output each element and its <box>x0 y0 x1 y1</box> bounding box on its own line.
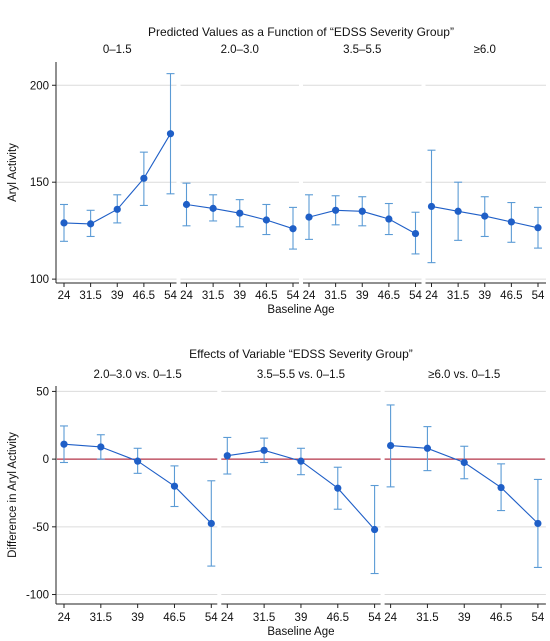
panel-a-data-point <box>140 174 148 182</box>
panel-a-x-tick-label: 24 <box>180 290 193 302</box>
panel-a-data-point <box>481 212 489 220</box>
panel-b-data-point <box>170 482 179 490</box>
panel-b-data-point <box>334 484 342 492</box>
panel-b-data-point <box>497 483 505 492</box>
panel-a-x-tick-label: 31.5 <box>79 290 101 302</box>
panel-b-y-tick-label: -100 <box>26 590 49 602</box>
panel-a-data-point <box>236 209 244 217</box>
panel-a-x-tick-label: 31.5 <box>447 290 469 302</box>
panel-a-x-tick-label: 54 <box>532 290 545 302</box>
panel-b-data-point <box>297 457 305 465</box>
panel-b-x-tick-label: 46.5 <box>327 612 349 624</box>
panel-a-data-point <box>385 215 393 223</box>
panel-a-x-tick-label: 24 <box>58 290 71 302</box>
panel-b-x-tick-label: 54 <box>368 612 381 624</box>
panel-a-x-tick-label: 39 <box>233 290 246 302</box>
panel-b-data-point <box>460 458 468 467</box>
panel-a-facet-label: 2.0–3.0 <box>221 44 259 56</box>
panel-b-data-point <box>371 525 379 534</box>
panel-a-data-point <box>60 219 68 227</box>
panel-a-y-axis-label: Aryl Activity <box>7 143 19 202</box>
panel-b-data-point <box>423 444 432 452</box>
panel-a-data-point <box>289 225 297 233</box>
panel-a-x-tick-label: 46.5 <box>255 290 277 302</box>
panel-a-y-tick-label: 150 <box>30 177 49 189</box>
panel-a-facet-label: 3.5–5.5 <box>343 44 381 56</box>
panel-b-facet-label: 2.0–3.0 vs. 0–1.5 <box>94 369 182 381</box>
panel-a-data-point <box>113 205 121 213</box>
panel-a-x-tick-label: 31.5 <box>202 290 224 302</box>
panel-a-x-tick-label: 46.5 <box>500 290 522 302</box>
panel-b-x-tick-label: 46.5 <box>490 612 512 624</box>
panel-b-data-point <box>534 519 542 528</box>
panel-b-data-point <box>387 441 395 450</box>
panel-a-data-point <box>209 204 217 212</box>
panel-b-data-point <box>97 443 105 451</box>
panel-b-x-tick-label: 31.5 <box>90 612 112 624</box>
panel-a-x-tick-label: 46.5 <box>133 290 155 302</box>
panel-a-data-point <box>166 130 175 138</box>
panel-a-y-tick-label: 200 <box>30 80 49 92</box>
panel-a-x-tick-label: 54 <box>287 290 300 302</box>
panel-b-x-tick-label: 24 <box>58 612 71 624</box>
panel-b-x-tick-label: 31.5 <box>253 612 275 624</box>
panel-a-data-point <box>411 229 420 238</box>
panel-b-x-axis-label: Baseline Age <box>267 626 334 638</box>
panel-a-x-tick-label: 31.5 <box>324 290 346 302</box>
panel-b-data-point <box>207 519 215 528</box>
panel-b-x-tick-label: 31.5 <box>416 612 438 624</box>
panel-a-data-point <box>534 224 542 232</box>
panel-b-facet-label: 3.5–5.5 vs. 0–1.5 <box>257 369 345 381</box>
panel-a-data-point <box>262 216 270 224</box>
panel-a-x-tick-label: 24 <box>303 290 316 302</box>
panel-b-x-tick-label: 39 <box>131 612 144 624</box>
panel-a-data-point <box>454 207 462 215</box>
panel-b-data-point <box>260 446 268 454</box>
panel-a-x-tick-label: 39 <box>356 290 369 302</box>
panel-b-data-point <box>134 457 142 465</box>
panel-a-x-tick-label: 39 <box>478 290 491 302</box>
panel-a-facet-label: 0–1.5 <box>103 44 132 56</box>
panel-b-x-tick-label: 54 <box>205 612 218 624</box>
panel-a-data-point <box>358 207 366 215</box>
panel-b-y-tick-label: 50 <box>36 386 49 398</box>
panel-a-title: Predicted Values as a Function of “EDSS … <box>148 25 454 39</box>
panel-a-x-axis-label: Baseline Age <box>267 304 334 316</box>
panel-b-x-tick-label: 24 <box>221 612 234 624</box>
panel-b-x-tick-label: 54 <box>532 612 545 624</box>
panel-a-x-tick-label: 54 <box>164 290 177 302</box>
panel-b-x-tick-label: 24 <box>384 612 397 624</box>
panel-b-facet-label: ≥6.0 vs. 0–1.5 <box>428 369 500 381</box>
panel-a-data-point <box>305 213 313 221</box>
panel-b-x-tick-label: 39 <box>458 612 471 624</box>
panel-a-data-point <box>182 200 191 209</box>
panel-a-facet-label: ≥6.0 <box>474 44 496 56</box>
panel-b-x-tick-label: 46.5 <box>163 612 185 624</box>
panel-b-y-tick-label: 0 <box>43 454 49 466</box>
panel-a-data-point <box>507 218 515 226</box>
panel-a-x-tick-label: 54 <box>409 290 422 302</box>
panel-b-x-tick-label: 39 <box>295 612 308 624</box>
panel-b-y-tick-label: -50 <box>32 522 49 534</box>
panel-b-y-axis-label: Difference in Aryl Activity <box>7 432 19 558</box>
panel-b-data-point <box>60 440 68 448</box>
panel-a-x-tick-label: 46.5 <box>378 290 400 302</box>
panel-a-data-point <box>87 220 95 228</box>
panel-a-data-point <box>427 202 436 211</box>
panel-a-y-tick-label: 100 <box>30 274 49 286</box>
panel-a-data-point <box>332 206 340 214</box>
panel-a-x-tick-label: 24 <box>425 290 438 302</box>
panel-b-title: Effects of Variable “EDSS Severity Group… <box>189 347 413 361</box>
panel-b-data-point <box>223 452 231 460</box>
panel-a-x-tick-label: 39 <box>111 290 124 302</box>
